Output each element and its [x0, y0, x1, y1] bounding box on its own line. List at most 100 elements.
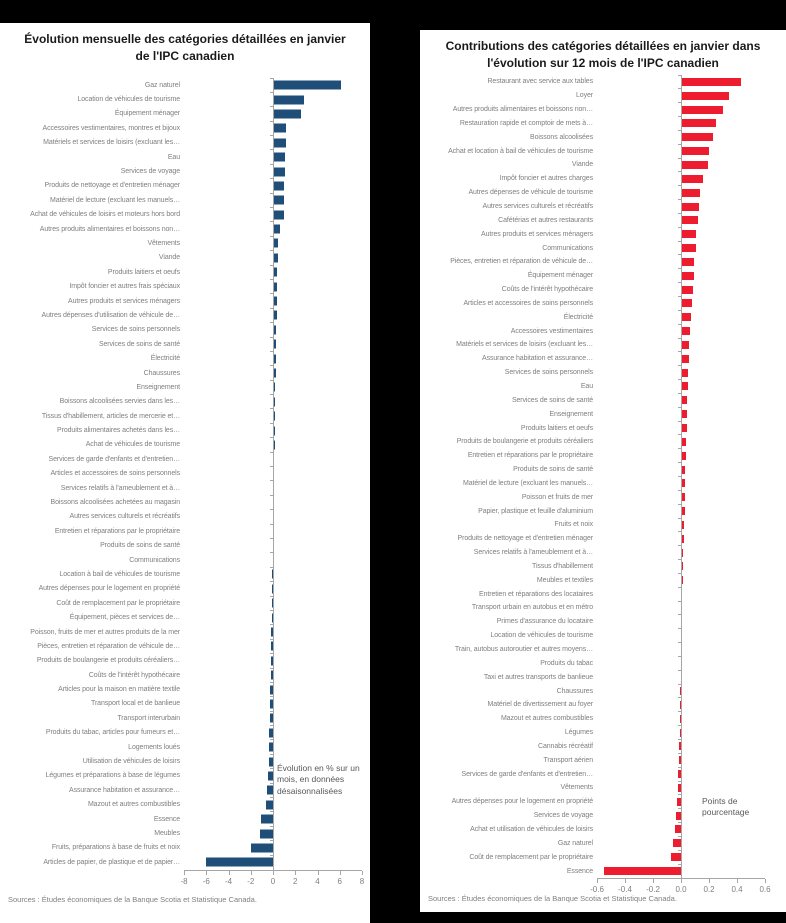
data-bar: [681, 160, 708, 169]
zero-axis-tick: [270, 782, 273, 784]
data-bar: [681, 230, 697, 239]
x-axis-tick: [625, 879, 626, 884]
bar-cell: [184, 106, 362, 121]
category-label: Transport interurbain: [117, 714, 180, 722]
category-row: Services relatifs à l'ameublement et à…: [0, 480, 368, 495]
category-row: Utilisation de véhicules de loisirs: [0, 753, 368, 768]
category-row: Transport local et de banlieue: [0, 696, 368, 711]
x-axis-label: -0.4: [618, 885, 632, 895]
category-label: Boissons alcoolisées achetées au magasin: [50, 499, 181, 507]
category-row: Fruits et noix: [420, 517, 784, 532]
bar-cell: [597, 434, 765, 449]
category-row: Primes d'assurance du locataire: [420, 614, 784, 629]
zero-axis-tick: [678, 849, 681, 851]
category-label: Accessoires vestimentaires: [510, 327, 593, 335]
bar-cell: [184, 350, 362, 365]
zero-axis-tick: [270, 739, 273, 741]
category-label: Transport urbain en autobus et en métro: [471, 604, 593, 612]
category-row: Gaz naturel: [420, 835, 784, 850]
zero-axis-tick: [270, 235, 273, 237]
x-axis-label: 0.6: [759, 885, 771, 895]
category-label: Papier, plastique et feuille d'aluminium: [478, 507, 593, 515]
category-label: Autres dépenses d'utilisation de véhicul…: [41, 311, 181, 319]
data-bar: [273, 282, 278, 292]
bar-cell: [597, 752, 765, 767]
category-row: Coûts de l'intérêt hypothécaire: [0, 667, 368, 682]
bar-cell: [184, 854, 362, 869]
zero-axis-tick: [678, 296, 681, 297]
bar-cell: [184, 192, 362, 207]
bar-cell: [597, 835, 765, 850]
category-row: Produits laitiers et oeufs: [420, 420, 784, 435]
bar-cell: [597, 212, 765, 227]
category-label: Accessoires vestimentaires, montres et b…: [42, 124, 181, 132]
bar-cell: [597, 725, 765, 740]
bar-cell: [184, 178, 362, 193]
zero-axis-tick: [270, 710, 273, 712]
zero-axis-tick: [270, 293, 273, 295]
category-row: Tissus d'habillement: [420, 559, 784, 574]
x-axis-label: 0.4: [731, 885, 743, 895]
zero-axis-tick: [678, 282, 681, 284]
zero-axis-tick: [678, 254, 681, 256]
category-label: Produits du tabac, articles pour fumeurs…: [45, 729, 180, 737]
category-row: Produits laitiers et oeufs: [0, 264, 368, 279]
zero-axis-tick: [678, 711, 681, 713]
data-bar: [681, 202, 699, 211]
bar-cell: [184, 710, 362, 725]
data-bar: [271, 598, 273, 608]
bar-cell: [597, 199, 765, 214]
bar-cell: [184, 768, 362, 783]
zero-axis-tick: [270, 322, 273, 324]
zero-axis-tick: [678, 586, 681, 588]
x-axis-tick: [184, 871, 185, 875]
category-row: Location à bail de véhicules de tourisme: [0, 566, 368, 581]
data-bar: [680, 687, 681, 696]
data-bar: [273, 310, 277, 320]
category-row: Transport aérien: [420, 752, 784, 767]
zero-axis-tick: [678, 697, 681, 699]
zero-axis-tick: [270, 538, 273, 539]
bar-cell: [597, 240, 765, 255]
zero-axis-tick: [678, 822, 681, 824]
category-row: Matériel de divertissement au foyer: [420, 697, 784, 712]
zero-axis-tick: [678, 475, 681, 477]
zero-axis-tick: [270, 192, 273, 194]
category-row: Enseignement: [0, 379, 368, 394]
bar-cell: [597, 406, 765, 421]
category-label: Services de soins personnels: [504, 369, 593, 377]
bar-cell: [184, 293, 362, 308]
category-label: Équipement ménager: [527, 272, 593, 280]
category-label: Enseignement: [549, 410, 593, 418]
category-row: Produits du tabac, articles pour fumeurs…: [0, 725, 368, 740]
data-bar: [273, 224, 280, 234]
category-label: Entretien et réparations par le propriét…: [467, 452, 593, 460]
zero-axis-tick: [270, 135, 273, 137]
category-label: Gaz naturel: [144, 81, 180, 89]
category-row: Enseignement: [420, 406, 784, 421]
bar-cell: [597, 323, 765, 338]
x-axis-tick: [250, 871, 252, 875]
zero-axis-tick: [270, 667, 273, 669]
category-row: Pièces, entretien et réparation de véhic…: [420, 254, 784, 269]
category-row: Autres dépenses d'utilisation de véhicul…: [0, 307, 368, 322]
bar-cell: [184, 739, 362, 754]
data-bar: [681, 285, 693, 294]
category-label: Produits de soins de santé: [513, 466, 593, 474]
data-bar: [250, 843, 273, 853]
category-row: Cafétérias et autres restaurants: [420, 212, 784, 227]
zero-axis-tick: [270, 350, 273, 352]
data-bar: [270, 641, 273, 651]
category-row: Vêtements: [420, 780, 784, 795]
category-label: Primes d'assurance du locataire: [496, 618, 593, 626]
zero-axis-tick: [678, 240, 681, 242]
category-row: Matériel de lecture (excluant les manuel…: [0, 192, 368, 207]
bar-cell: [597, 185, 765, 200]
category-label: Produits de nettoyage et d'entretien mén…: [457, 535, 594, 543]
zero-axis-tick: [678, 102, 681, 104]
category-row: Articles et accessoires de soins personn…: [420, 296, 784, 311]
category-label: Loyer: [575, 92, 593, 100]
x-axis-tick: [295, 871, 297, 875]
category-row: Boissons alcoolisées achetées au magasin: [0, 494, 368, 509]
zero-axis-tick: [678, 559, 681, 561]
